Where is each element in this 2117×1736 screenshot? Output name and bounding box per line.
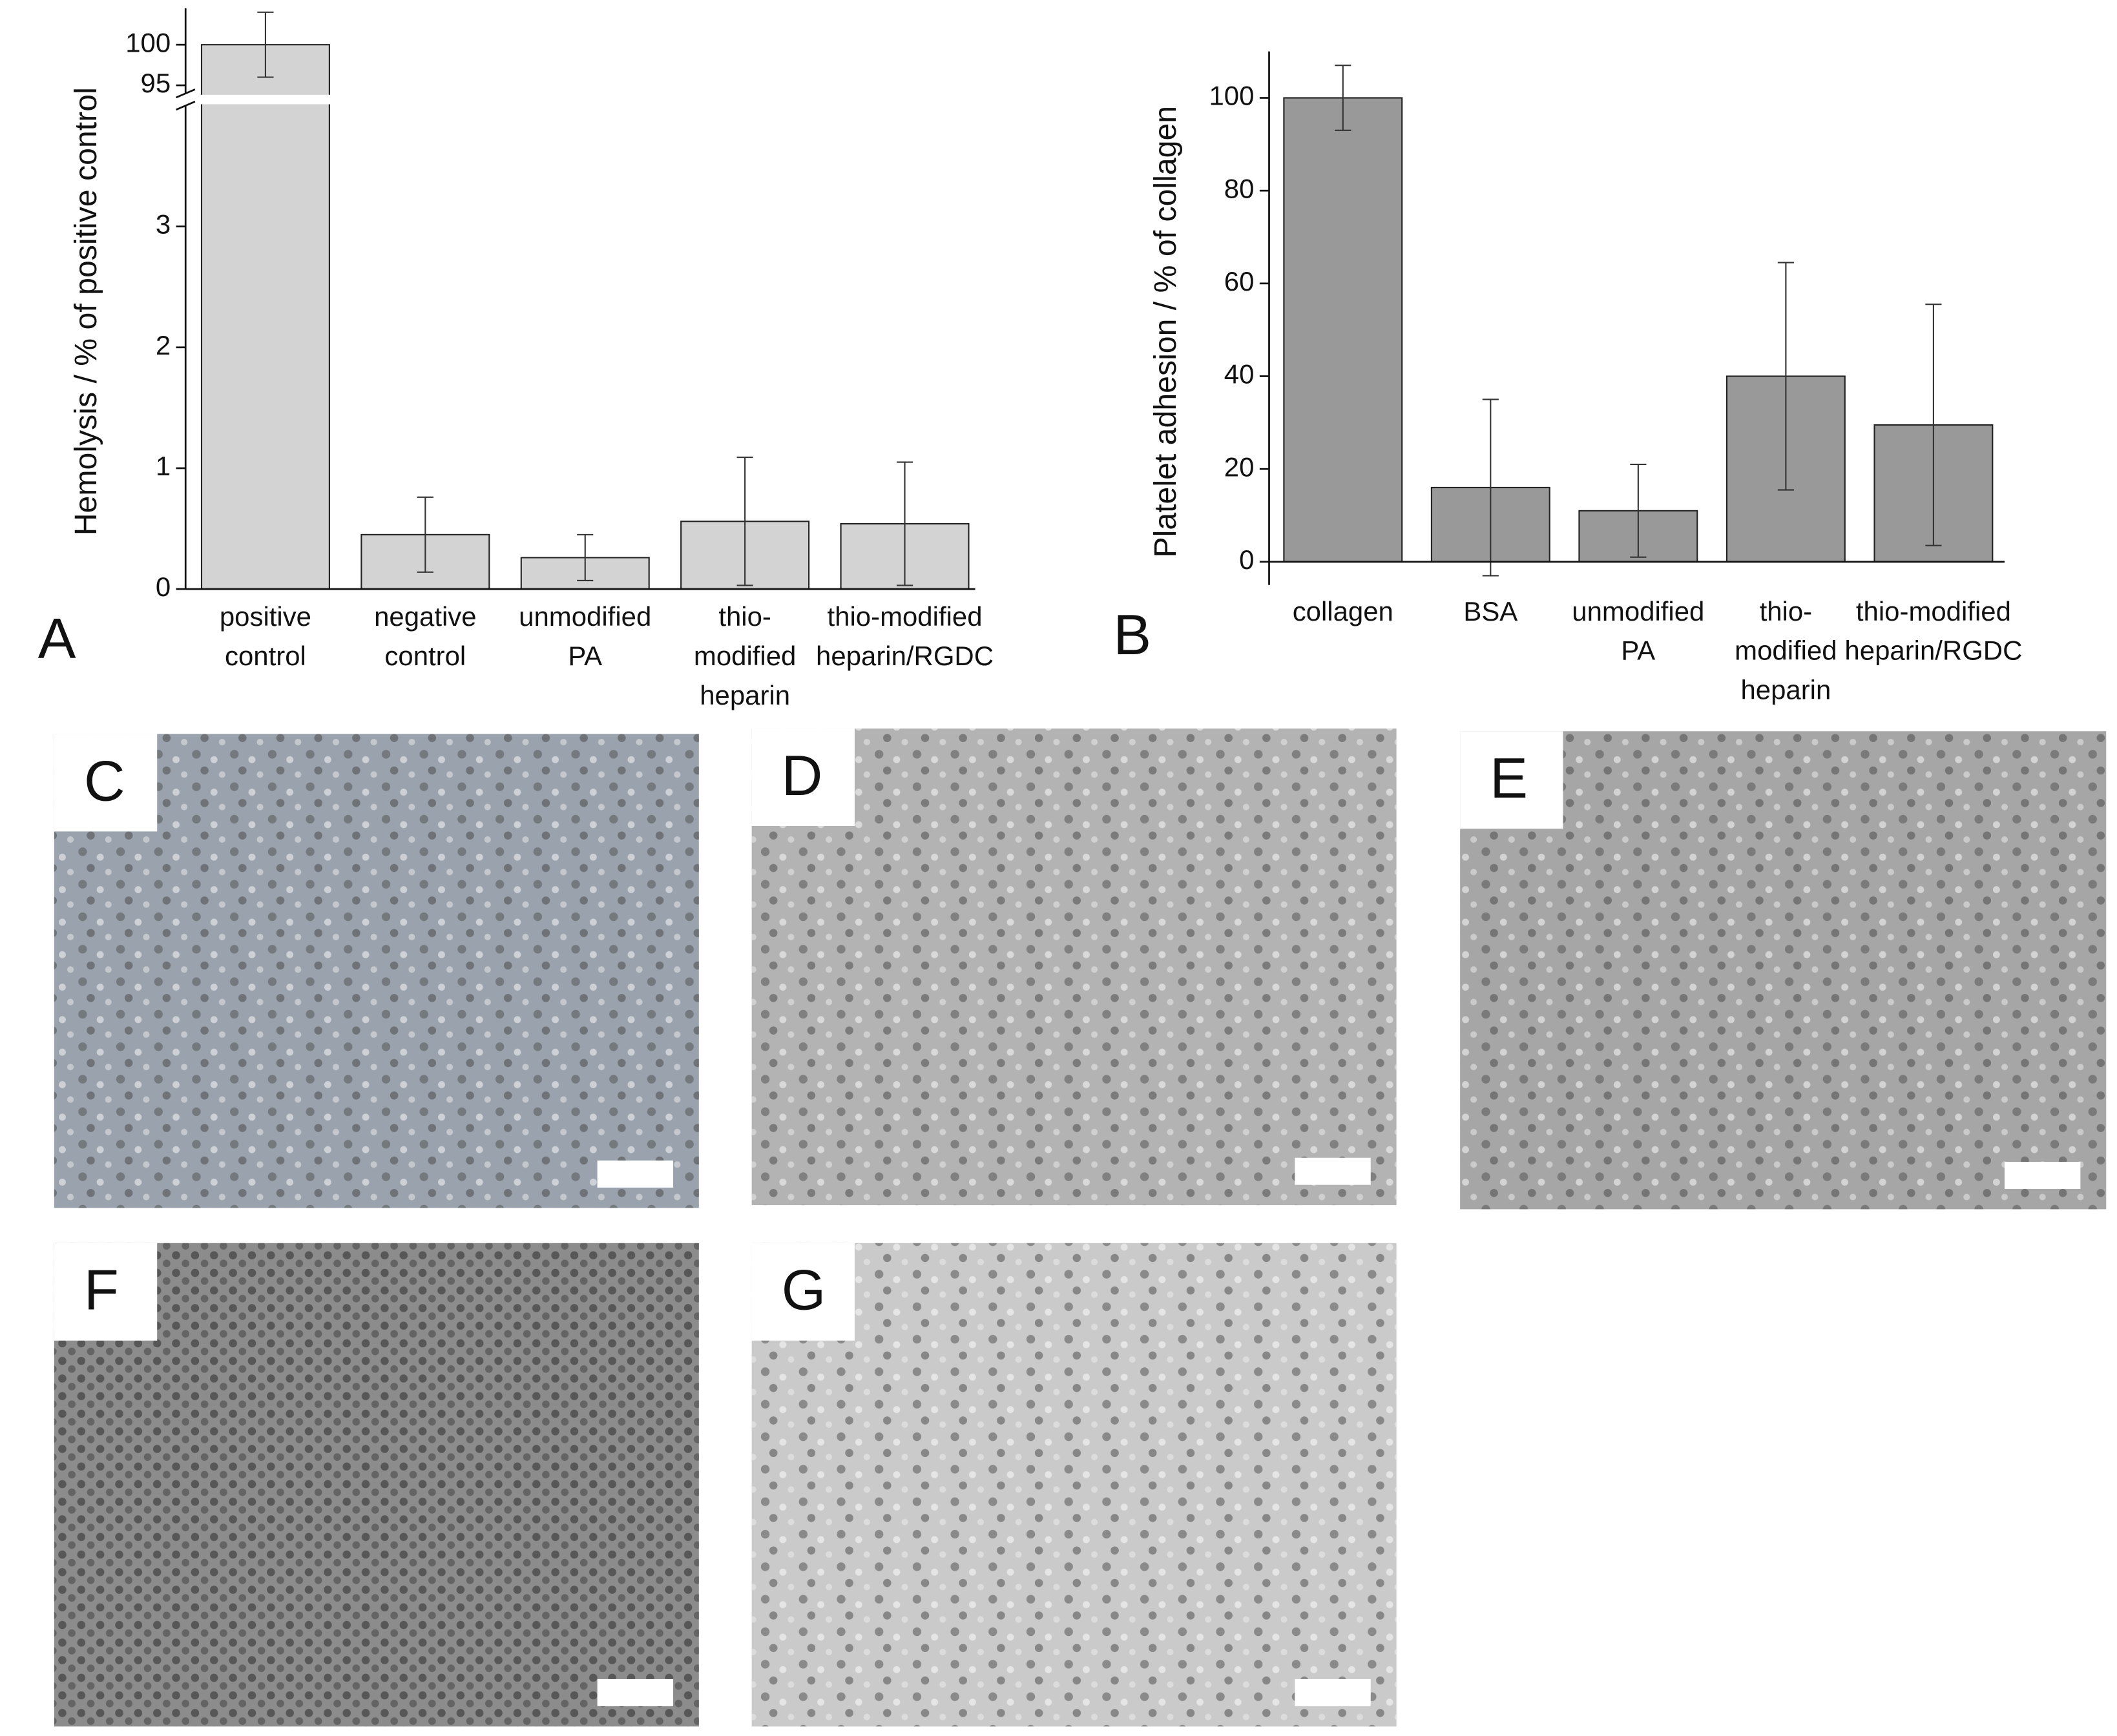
y-axis-label: Platelet adhesion / % of collagen [1148, 106, 1183, 558]
scale-bar [2004, 1161, 2081, 1189]
label-box [751, 1243, 855, 1341]
micrograph: F [54, 1243, 699, 1727]
axis-break [176, 88, 196, 99]
scale-bar [1295, 1157, 1371, 1185]
y-tick-label: 2 [156, 330, 171, 360]
bar [1283, 97, 1403, 563]
micrograph-texture [54, 734, 699, 1208]
panel-label: F [84, 1258, 119, 1322]
micrograph: C [54, 734, 699, 1208]
x-tick-label: unmodified PA [519, 601, 651, 671]
x-tick-label: negative control [374, 601, 476, 671]
scale-bar [597, 1679, 674, 1706]
panel-label: D [782, 743, 823, 807]
micrograph-texture [751, 728, 1397, 1206]
x-tick-label: BSA [1463, 596, 1517, 626]
bar [200, 44, 330, 590]
y-tick-label: 1 [156, 451, 171, 481]
y-tick-label: 40 [1224, 359, 1255, 389]
label-box [54, 734, 158, 832]
x-tick-label: positive control [220, 601, 311, 671]
y-tick-label: 95 [141, 68, 171, 98]
micrograph: G [751, 1243, 1397, 1727]
y-tick-label: 20 [1224, 451, 1255, 482]
panel-label: C [84, 749, 125, 812]
y-axis-label: Hemolysis / % of positive control [68, 87, 103, 535]
panel-label: B [1113, 603, 1151, 666]
micrograph: E [1460, 731, 2107, 1210]
scale-bar [597, 1160, 674, 1188]
scale-bar [1295, 1679, 1371, 1706]
micrograph-texture [1460, 731, 2107, 1210]
y-tick-label: 100 [1209, 81, 1255, 111]
axis-break [176, 101, 196, 111]
micrograph: D [751, 728, 1397, 1206]
y-tick-label: 80 [1224, 173, 1255, 203]
x-tick-label: thio-modified heparin [1735, 596, 1837, 705]
axis-break-gap [196, 94, 346, 105]
x-tick-label: thio-modified heparin/RGDC [1844, 596, 2022, 666]
panel-label: E [1490, 746, 1528, 810]
label-box [54, 1243, 158, 1341]
micrograph-texture [751, 1243, 1397, 1727]
x-tick-label: thio-modified heparin [694, 601, 796, 710]
x-tick-label: thio-modified heparin/RGDC [816, 601, 994, 671]
y-tick-label: 0 [1239, 544, 1254, 575]
y-tick-label: 0 [156, 572, 171, 602]
panel-label: A [38, 606, 76, 670]
y-tick-label: 100 [125, 27, 171, 57]
x-tick-label: unmodified PA [1572, 596, 1704, 666]
x-tick-label: collagen [1293, 596, 1393, 626]
label-box [1460, 731, 1563, 829]
label-box [751, 728, 855, 827]
y-tick-label: 3 [156, 209, 171, 240]
micrograph-texture [54, 1243, 699, 1727]
panel-label: G [782, 1258, 826, 1322]
y-tick-label: 60 [1224, 266, 1255, 296]
